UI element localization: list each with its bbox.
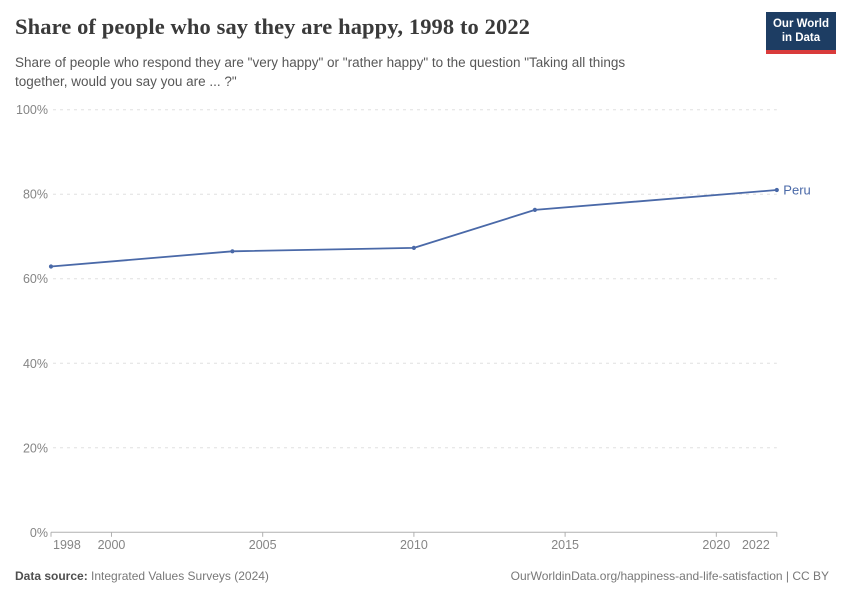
data-source-text: Integrated Values Surveys (2024) bbox=[87, 569, 269, 583]
data-line-peru[interactable] bbox=[50, 189, 778, 268]
owid-url-link[interactable]: OurWorldinData.org/happiness-and-life-sa… bbox=[510, 569, 829, 583]
data-point[interactable] bbox=[774, 187, 779, 193]
data-source-note: Data source: Integrated Values Surveys (… bbox=[15, 569, 269, 583]
chart-subtitle: Share of people who respond they are "ve… bbox=[15, 55, 626, 89]
x-axis-tick-label: 2015 bbox=[551, 538, 579, 552]
page-title: Share of people who say they are happy, … bbox=[15, 14, 531, 39]
chart-footer: Data source: Integrated Values Surveys (… bbox=[15, 569, 829, 583]
y-axis-tick-label: 80% bbox=[23, 188, 48, 202]
owid-logo-line1: Our World bbox=[772, 18, 829, 30]
data-point[interactable] bbox=[532, 207, 538, 212]
data-point[interactable] bbox=[230, 249, 235, 254]
x-axis-tick-label: 2000 bbox=[98, 538, 126, 552]
entity-label: Peru bbox=[783, 182, 810, 197]
x-axis-tick-label: 1998 bbox=[53, 538, 81, 552]
y-axis-tick-label: 100% bbox=[16, 103, 48, 117]
y-axis-tick-label: 0% bbox=[30, 526, 48, 540]
x-axis-tick-label: 2020 bbox=[702, 538, 730, 552]
x-axis-tick-label: 2005 bbox=[249, 538, 277, 552]
owid-logo: Our World in Data bbox=[765, 12, 836, 54]
data-source-label: Data source: bbox=[15, 569, 88, 583]
x-axis-tick-label: 2010 bbox=[400, 538, 428, 552]
x-axis-tick-label: 2022 bbox=[742, 538, 770, 552]
y-axis-tick-label: 40% bbox=[23, 357, 48, 371]
line-chart[interactable]: 0% 20% 40% 60% 80% 100% 1998 2000 2005 2010 2015 20… bbox=[0, 95, 850, 565]
y-axis-tick-label: 60% bbox=[23, 272, 48, 286]
owid-logo-line2: in Data bbox=[781, 31, 821, 44]
chart-plot-area[interactable]: 0% 20% 40% 60% 80% 100% 1998 2000 2005 2010 2015 20… bbox=[0, 95, 850, 570]
data-point[interactable] bbox=[411, 245, 416, 250]
y-axis-tick-label: 20% bbox=[23, 441, 48, 455]
data-point[interactable] bbox=[48, 264, 54, 269]
